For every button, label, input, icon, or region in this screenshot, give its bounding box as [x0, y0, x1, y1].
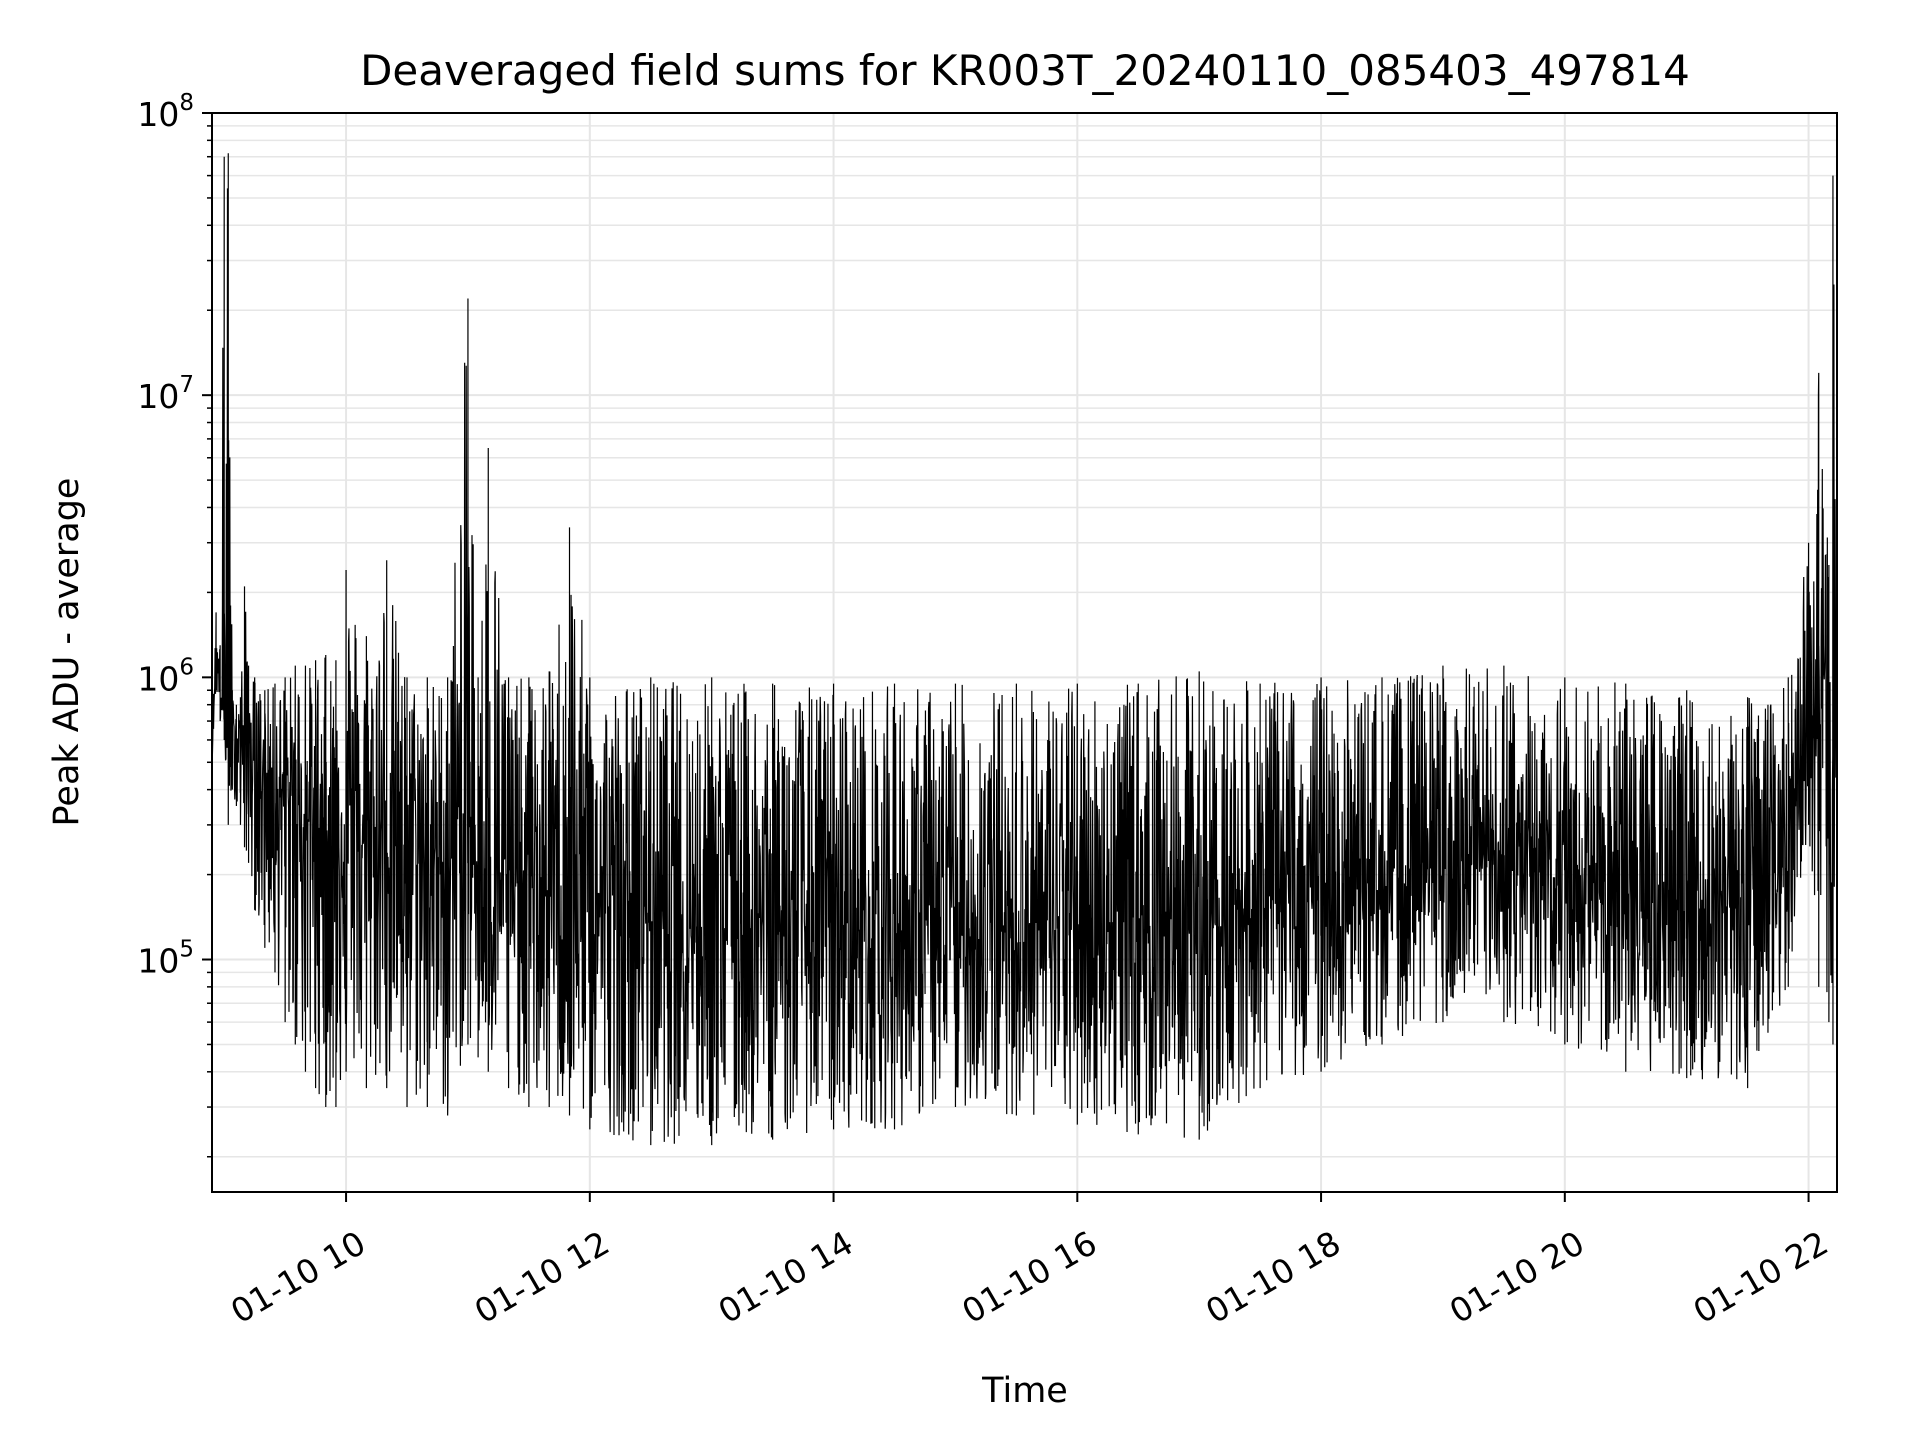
x-axis-label: Time	[981, 1371, 1068, 1411]
y-tick-label: 108	[137, 90, 194, 134]
series-line	[211, 153, 1838, 1146]
y-tick-label: 105	[137, 937, 194, 981]
chart-title: Deaveraged field sums for KR003T_2024011…	[360, 46, 1690, 95]
y-tick-label: 107	[137, 372, 194, 416]
plot-area-frame	[211, 112, 1838, 1193]
y-axis-label: Peak ADU - average	[47, 478, 87, 827]
y-tick-label: 106	[137, 654, 194, 698]
data-series	[211, 153, 1838, 1146]
